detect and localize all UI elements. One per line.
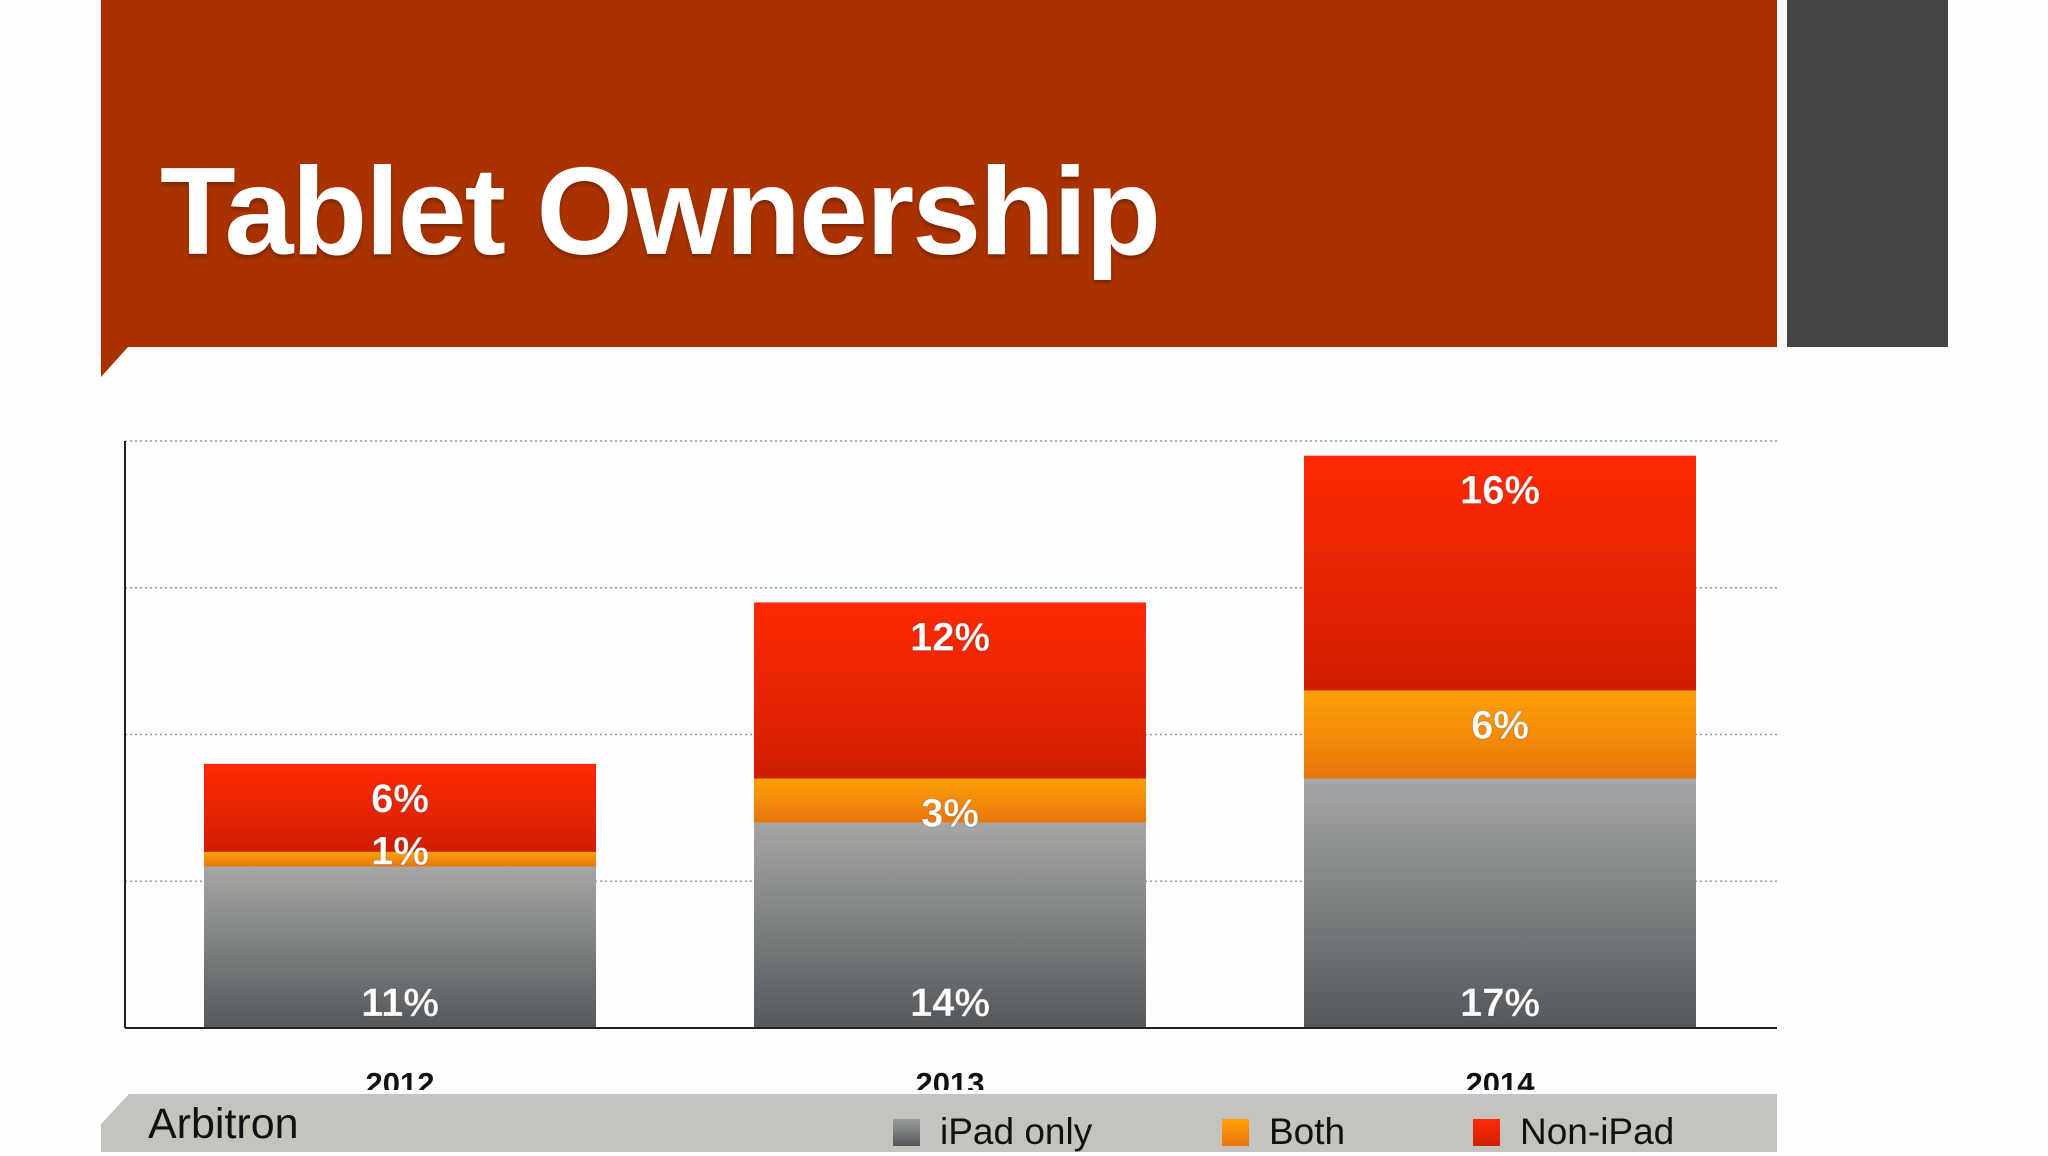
x-tick-label-2014: 2014 [1466, 1066, 1536, 1090]
data-label-ipad-only-2013: 14% [910, 981, 990, 1025]
title-banner [101, 0, 1777, 347]
legend-label-both: Both [1269, 1111, 1346, 1152]
bar-ipad-only-2014 [1304, 778, 1696, 1028]
stacked-bar-chart: 11% 1% 6% 2012 14% 3% 12% 2013 17% 6% 16% 2014 [124, 440, 1777, 1090]
legend-label-non-ipad: Non-iPad [1520, 1111, 1675, 1152]
data-label-ipad-only-2014: 17% [1460, 981, 1540, 1025]
legend-swatch-non-ipad [1473, 1118, 1500, 1146]
footer-corner [101, 1094, 129, 1124]
bar-non-ipad-2012 [204, 763, 596, 852]
title-banner-notch [101, 347, 128, 377]
data-label-non-ipad-2014: 16% [1460, 469, 1540, 513]
legend-item-ipad-only: iPad only [893, 1108, 1092, 1156]
bar-both-2014 [1304, 690, 1696, 779]
bar-non-ipad-2014 [1304, 455, 1696, 691]
data-label-both-2014: 6% [1471, 703, 1529, 747]
legend-swatch-both [1222, 1118, 1249, 1146]
bar-ipad-only-2013 [754, 822, 1146, 1028]
data-label-both-2013: 3% [921, 792, 979, 836]
bar-non-ipad-2013 [754, 602, 1146, 779]
legend-swatch-ipad-only [893, 1118, 920, 1146]
data-label-ipad-only-2012: 11% [361, 981, 439, 1025]
bar-ipad-only-2012 [204, 866, 596, 1028]
source-label: Arbitron [148, 1100, 299, 1148]
data-label-both-2012: 1% [371, 830, 429, 874]
legend-item-non-ipad: Non-iPad [1473, 1108, 1674, 1156]
slide-title: Tablet Ownership [160, 143, 1161, 281]
bar-both-2013 [754, 778, 1146, 823]
x-tick-label-2012: 2012 [366, 1066, 435, 1090]
legend-label-ipad-only: iPad only [940, 1111, 1093, 1152]
data-label-non-ipad-2012: 6% [371, 777, 429, 821]
side-accent-block [1787, 0, 1948, 347]
x-tick-label-2013: 2013 [916, 1066, 985, 1090]
data-label-non-ipad-2013: 12% [910, 615, 990, 659]
bar-both-2012 [204, 851, 596, 867]
legend-item-both: Both [1222, 1108, 1345, 1156]
